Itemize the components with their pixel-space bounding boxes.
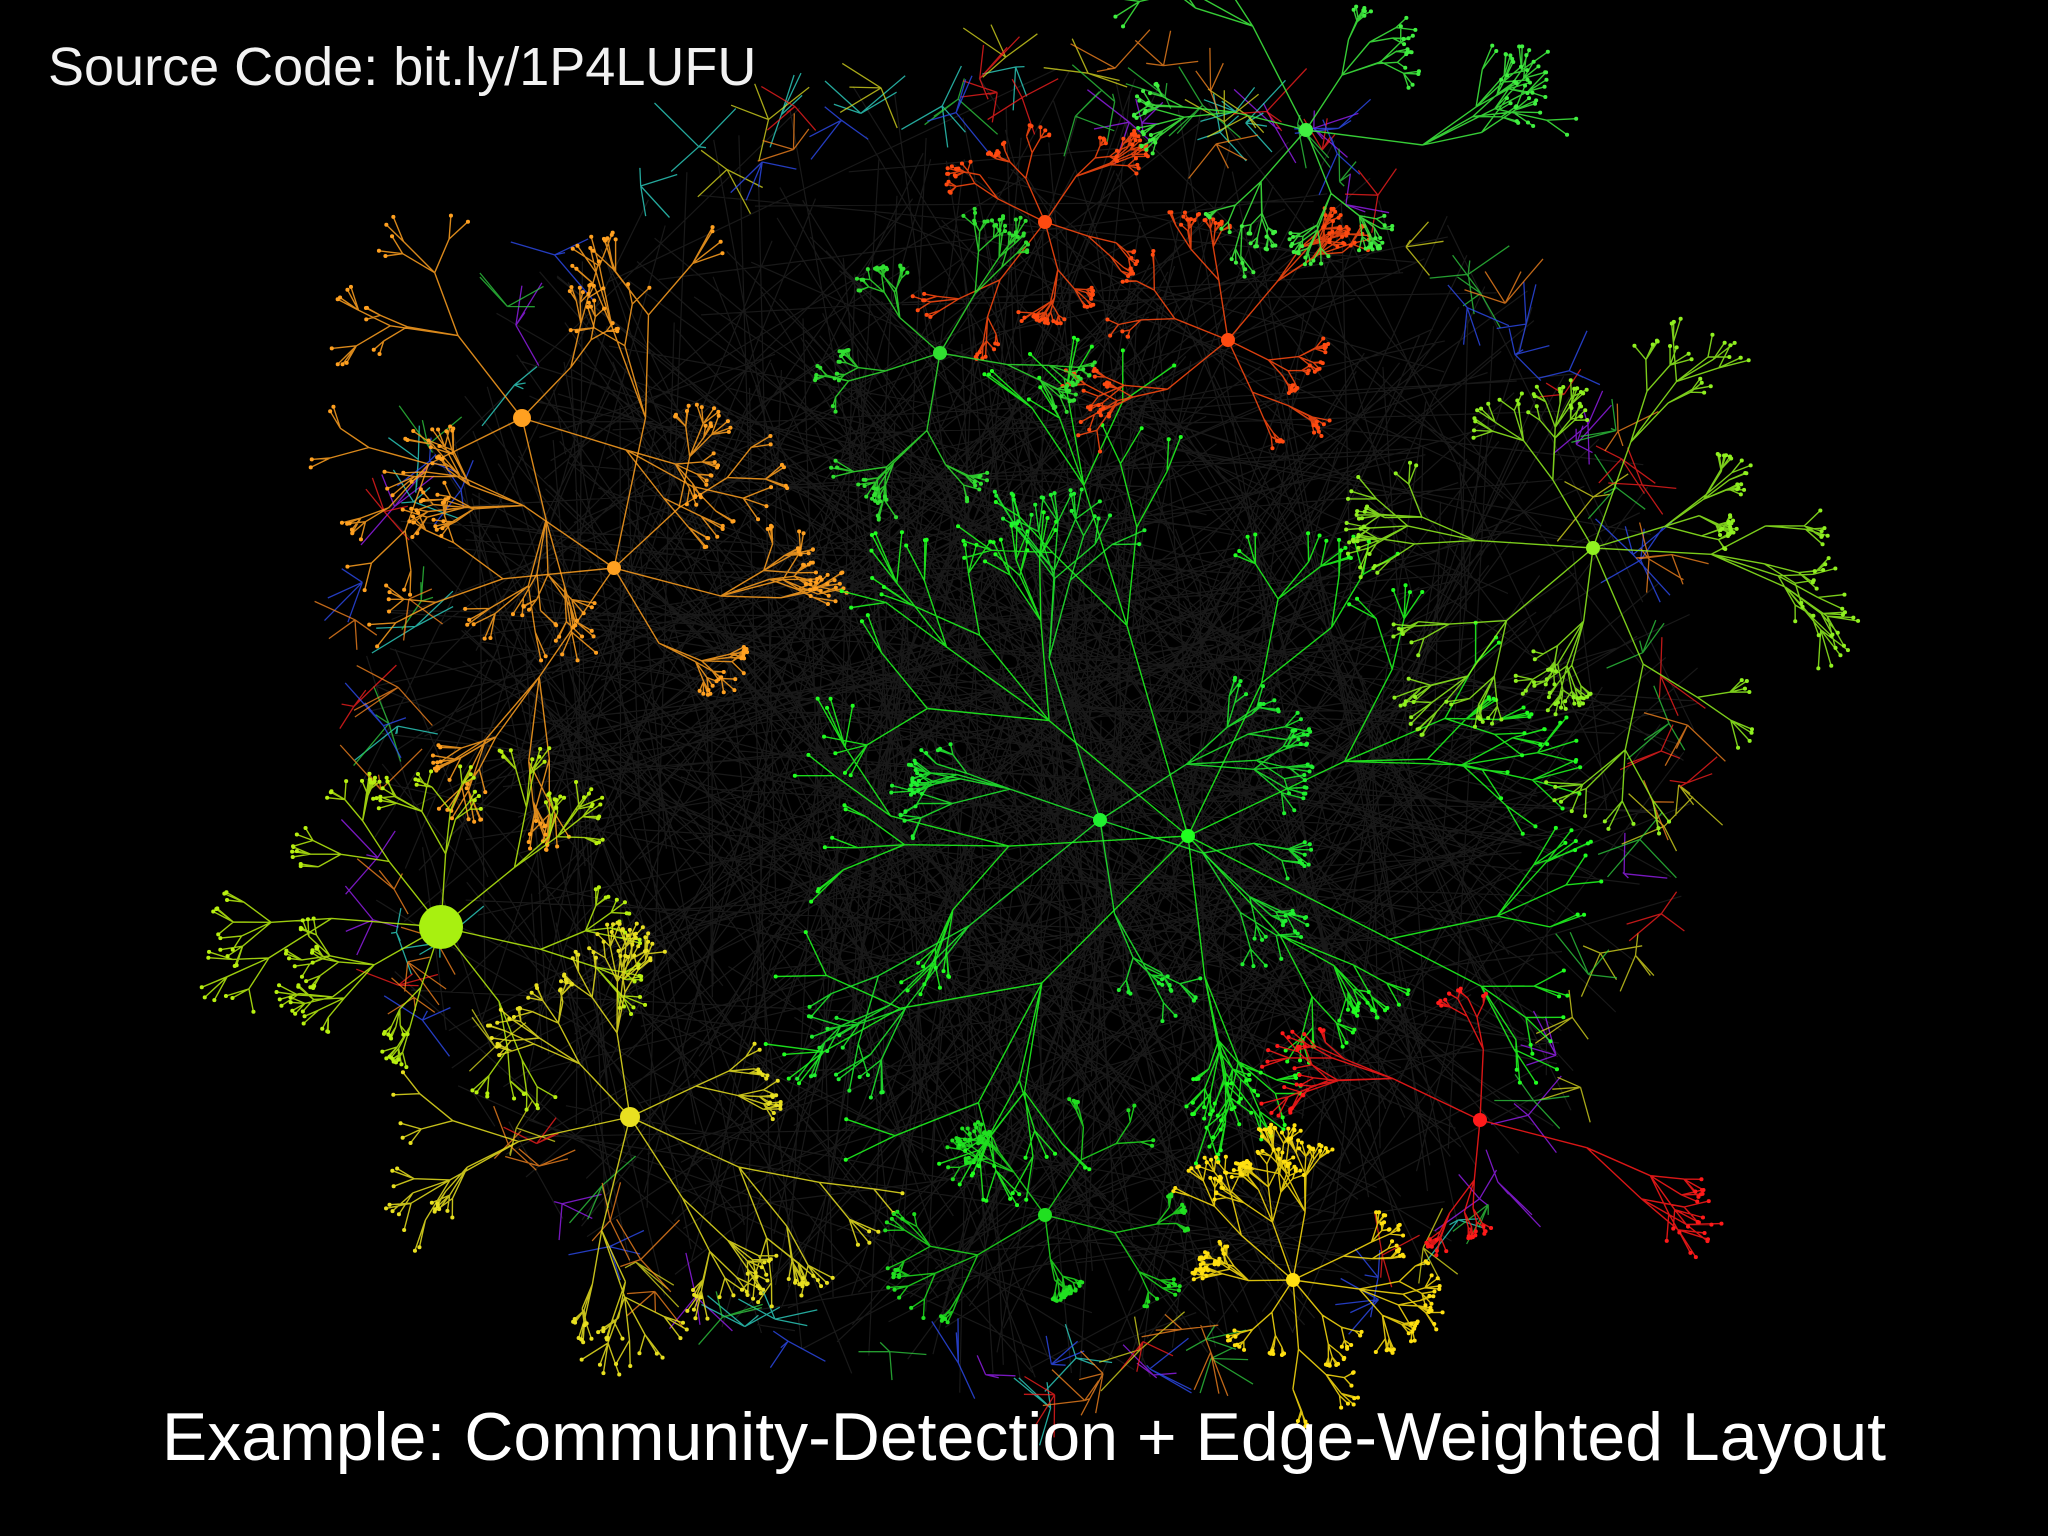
- large-hub-node: [419, 905, 463, 949]
- community-nodes: [883, 1097, 1191, 1325]
- community-nodes: [910, 123, 1150, 361]
- community-nodes: [1113, 4, 1579, 279]
- hub-node: [933, 346, 947, 360]
- community-edges: [765, 337, 1602, 1206]
- community-nodes: [1344, 316, 1861, 836]
- caption: Example: Community-Detection + Edge-Weig…: [161, 1399, 1887, 1475]
- community-edges: [1346, 318, 1859, 834]
- source-code-label: Source Code: bit.ly/1P4LUFU: [48, 37, 757, 97]
- hub-node: [1473, 1113, 1487, 1127]
- hub-node: [1221, 333, 1235, 347]
- community-nodes: [1259, 986, 1724, 1260]
- ring-community: [314, 29, 1726, 1416]
- community-edges: [1173, 1124, 1443, 1427]
- ring-community: [353, 64, 1686, 1394]
- community-nodes: [199, 746, 648, 1112]
- ring-community: [324, 75, 1673, 1399]
- hub-node: [1286, 1273, 1300, 1287]
- hub-node: [607, 561, 621, 575]
- background-edges: [352, 68, 1700, 1394]
- community-nodes: [813, 206, 1097, 522]
- hub-node: [1586, 541, 1600, 555]
- community-edges: [369, 226, 847, 851]
- hub-node: [1038, 1208, 1052, 1222]
- hub-node: [513, 409, 531, 427]
- hub-node: [1038, 215, 1052, 229]
- community-nodes: [795, 487, 1315, 1100]
- ring-community: [468, 24, 1724, 1392]
- community-nodes: [367, 225, 849, 852]
- hub-node: [1299, 123, 1313, 137]
- hub-node: [1093, 813, 1107, 827]
- hub-node: [620, 1107, 640, 1127]
- community-edges: [796, 489, 1313, 1098]
- community-nodes: [763, 335, 1604, 1208]
- community-nodes: [1171, 1122, 1445, 1429]
- community-edges: [1261, 988, 1722, 1258]
- community-edges: [885, 1098, 1189, 1323]
- hub-node: [1181, 829, 1195, 843]
- community-edges: [201, 747, 646, 1110]
- ring-community: [340, 88, 1668, 1379]
- community-nodes: [1060, 206, 1372, 454]
